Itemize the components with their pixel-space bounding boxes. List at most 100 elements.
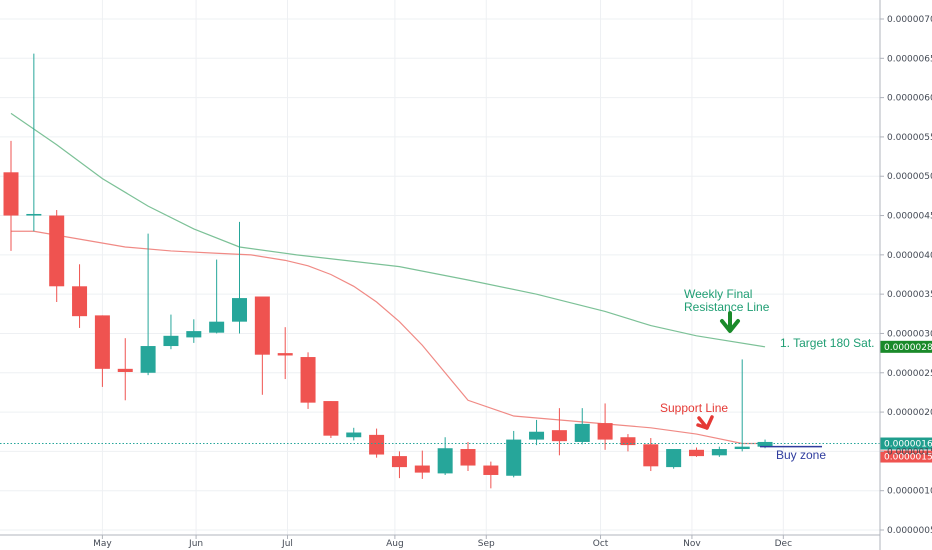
candle	[666, 449, 682, 469]
candle	[551, 408, 567, 456]
candle	[94, 315, 110, 387]
y-tick-label: 0.00000550	[887, 133, 932, 143]
y-tick-label: 0.00000100	[887, 487, 932, 497]
candle	[483, 461, 499, 489]
y-tick-label: 0.00000200	[887, 408, 932, 418]
candle	[26, 53, 42, 232]
candle-body	[323, 401, 339, 436]
candle	[3, 140, 19, 251]
candle-body	[209, 321, 225, 333]
x-tick-label: Sep	[478, 539, 495, 549]
candle-body	[460, 449, 476, 466]
grid	[0, 0, 880, 535]
price-badge: 0.00000156	[880, 450, 932, 463]
candle	[437, 437, 453, 475]
candle-body	[711, 449, 727, 456]
x-tick-label: Jun	[188, 539, 203, 549]
time-axis[interactable]: May Jun Jul Aug Sep Oct Nov Dec	[93, 535, 792, 549]
down-arrow-green-icon	[720, 311, 740, 333]
weekly-final-label-line1: Weekly Final	[684, 287, 752, 301]
candle-body	[437, 448, 453, 474]
candle-body	[232, 298, 247, 322]
candle-body	[551, 430, 567, 442]
y-tick-label: 0.00000050	[887, 526, 932, 536]
candle	[643, 438, 659, 472]
candle	[620, 434, 636, 452]
candle	[460, 441, 476, 472]
candle-body	[163, 335, 179, 347]
candle-body	[26, 213, 42, 216]
candle-body	[757, 441, 773, 447]
candle-body	[346, 432, 362, 438]
candle-body	[529, 431, 545, 440]
y-tick-label: 0.00000700	[887, 15, 932, 25]
candle-body	[734, 446, 750, 450]
candle-body	[620, 437, 636, 446]
candle	[597, 403, 613, 450]
candle-body	[414, 465, 430, 473]
candle	[232, 221, 247, 334]
candle	[300, 352, 316, 409]
candle-body	[643, 444, 659, 467]
price-axis[interactable]: 0.00000700 0.00000650 0.00000600 0.00000550…	[880, 15, 932, 536]
candle-body	[3, 172, 19, 216]
candle-body	[254, 296, 270, 355]
target-label: 1. Target 180 Sat.	[780, 336, 875, 350]
x-tick-label: Aug	[386, 539, 404, 549]
y-tick-label: 0.00000450	[887, 212, 932, 222]
candle	[391, 451, 407, 479]
price-badge-label: 0.00000156	[884, 453, 932, 463]
candle	[414, 450, 430, 479]
candle	[689, 447, 704, 457]
candle-body	[300, 357, 316, 403]
price-badge-bg	[880, 450, 932, 463]
price-badge-bg	[880, 437, 932, 450]
candle-body	[483, 465, 499, 475]
x-tick-label: Nov	[683, 539, 701, 549]
candle-body	[72, 286, 88, 317]
candle-body	[140, 346, 156, 373]
candle	[186, 319, 202, 343]
x-tick-label: Jul	[281, 539, 293, 549]
price-badge-label: 0.00000283	[884, 343, 932, 353]
y-tick-label: 0.00000600	[887, 94, 932, 104]
candle	[734, 359, 750, 452]
weekly-final-label-line2: Resistance Line	[684, 300, 770, 314]
y-tick-label: 0.00000400	[887, 251, 932, 261]
candle	[72, 264, 88, 328]
candle-body	[574, 423, 590, 442]
candle	[574, 408, 590, 445]
candle	[117, 338, 133, 401]
candle-body	[689, 449, 704, 457]
ma-green-line	[10, 112, 766, 348]
candle-body	[597, 423, 613, 440]
candle	[711, 446, 727, 457]
candle-body	[369, 434, 385, 455]
candle	[277, 327, 293, 380]
candle	[209, 259, 225, 334]
price-badge-bg	[880, 340, 932, 353]
buy-zone-label: Buy zone	[776, 448, 826, 462]
candle-body	[666, 449, 682, 468]
candle	[140, 233, 156, 376]
candles	[3, 53, 773, 489]
candle-body	[186, 331, 202, 338]
candle	[346, 427, 362, 441]
x-tick-label: May	[93, 539, 112, 549]
y-tick-label: 0.00000250	[887, 369, 932, 379]
candle	[49, 210, 65, 303]
candle	[529, 419, 545, 446]
support-line-label: Support Line	[660, 401, 728, 415]
candle	[369, 428, 385, 458]
moving-averages	[10, 112, 766, 445]
price-badge: 0.00000283	[880, 340, 932, 353]
candle	[163, 314, 179, 350]
candle	[506, 430, 522, 478]
y-tick-label: 0.00000350	[887, 290, 932, 300]
down-arrow-red-icon	[696, 415, 714, 430]
y-tick-label: 0.00000300	[887, 329, 932, 339]
